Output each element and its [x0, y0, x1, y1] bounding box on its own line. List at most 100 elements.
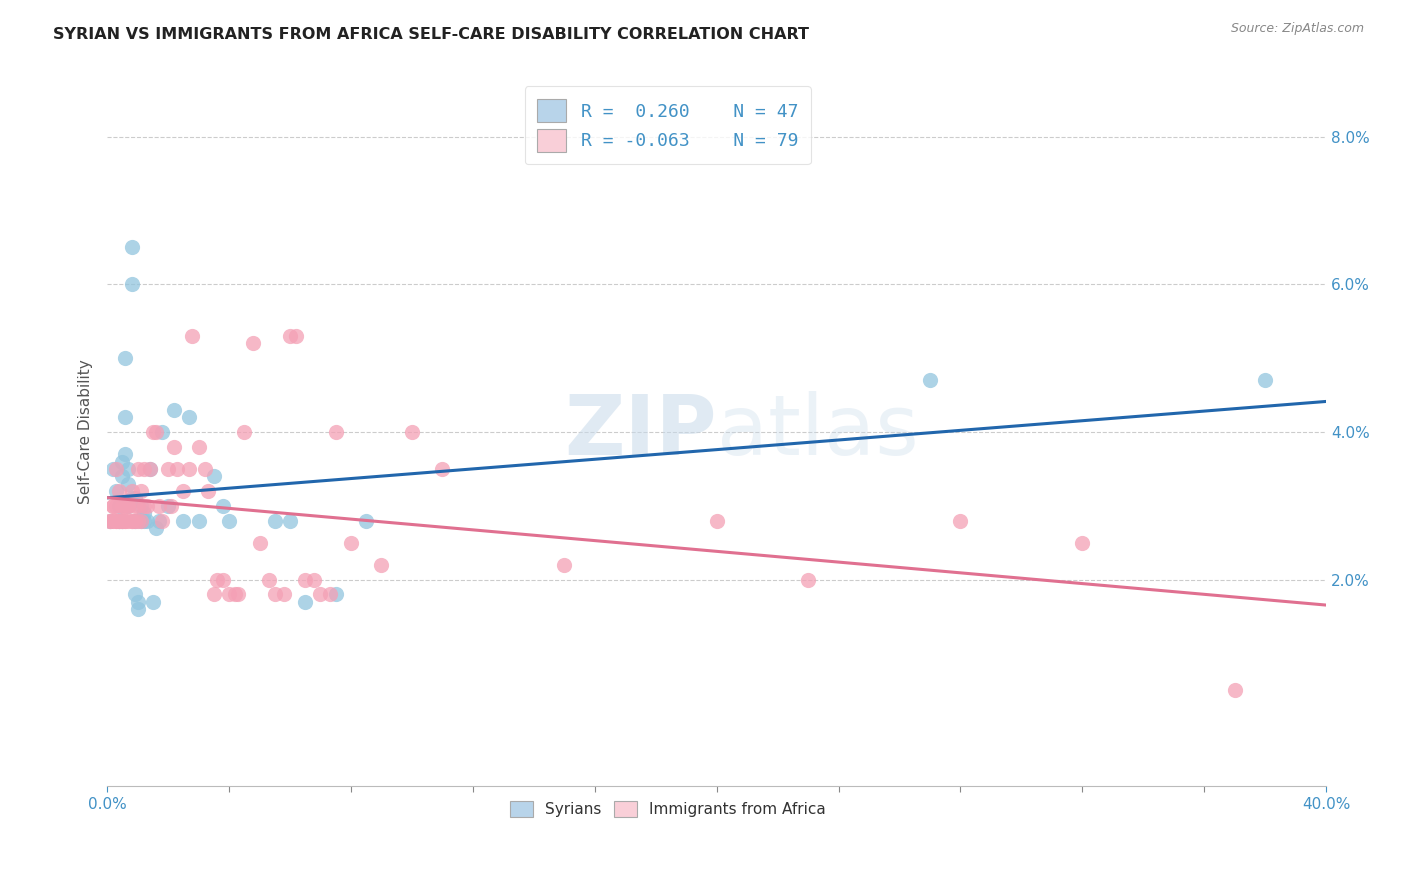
Point: [127, 514, 149, 528]
Point: [103, 499, 125, 513]
Point: [370, 558, 392, 572]
Point: [117, 462, 139, 476]
Y-axis label: Self-Care Disability: Self-Care Disability: [79, 359, 93, 504]
Point: [179, 410, 201, 425]
Point: [105, 483, 128, 498]
Text: Source: ZipAtlas.com: Source: ZipAtlas.com: [1230, 22, 1364, 36]
Point: [124, 514, 146, 528]
Point: [142, 595, 165, 609]
Point: [111, 469, 134, 483]
Text: atlas: atlas: [717, 392, 918, 473]
Point: [797, 573, 820, 587]
Point: [432, 462, 454, 476]
Point: [105, 462, 128, 476]
Point: [139, 462, 162, 476]
Point: [212, 499, 235, 513]
Point: [263, 514, 285, 528]
Point: [121, 514, 143, 528]
Point: [233, 425, 256, 439]
Point: [98, 514, 121, 528]
Point: [114, 514, 136, 528]
Point: [117, 499, 139, 513]
Point: [142, 425, 165, 439]
Point: [354, 514, 377, 528]
Point: [181, 329, 204, 343]
Point: [325, 587, 347, 601]
Point: [226, 587, 249, 601]
Point: [187, 440, 209, 454]
Point: [179, 462, 201, 476]
Point: [249, 535, 271, 549]
Point: [98, 514, 121, 528]
Point: [163, 440, 186, 454]
Point: [103, 514, 125, 528]
Point: [103, 499, 125, 513]
Point: [263, 587, 285, 601]
Point: [218, 587, 240, 601]
Point: [139, 462, 162, 476]
Point: [145, 425, 167, 439]
Point: [172, 514, 194, 528]
Point: [294, 595, 316, 609]
Point: [124, 587, 146, 601]
Point: [202, 469, 225, 483]
Point: [150, 514, 173, 528]
Point: [127, 462, 149, 476]
Point: [325, 425, 347, 439]
Point: [285, 329, 308, 343]
Point: [114, 447, 136, 461]
Point: [127, 499, 149, 513]
Point: [401, 425, 423, 439]
Point: [111, 514, 134, 528]
Point: [278, 329, 301, 343]
Point: [114, 514, 136, 528]
Point: [340, 535, 363, 549]
Point: [111, 499, 134, 513]
Point: [111, 514, 134, 528]
Point: [163, 402, 186, 417]
Point: [205, 573, 228, 587]
Point: [157, 462, 180, 476]
Point: [108, 514, 131, 528]
Point: [202, 587, 225, 601]
Point: [304, 573, 326, 587]
Point: [132, 506, 155, 520]
Point: [108, 483, 131, 498]
Point: [197, 483, 219, 498]
Point: [150, 425, 173, 439]
Point: [111, 514, 134, 528]
Point: [117, 499, 139, 513]
Point: [108, 499, 131, 513]
Point: [257, 573, 280, 587]
Point: [121, 491, 143, 506]
Point: [103, 462, 125, 476]
Point: [294, 573, 316, 587]
Point: [132, 462, 155, 476]
Text: SYRIAN VS IMMIGRANTS FROM AFRICA SELF-CARE DISABILITY CORRELATION CHART: SYRIAN VS IMMIGRANTS FROM AFRICA SELF-CA…: [53, 27, 810, 42]
Point: [117, 499, 139, 513]
Point: [160, 499, 183, 513]
Point: [111, 454, 134, 468]
Point: [105, 499, 128, 513]
Point: [135, 499, 157, 513]
Point: [706, 514, 728, 528]
Point: [172, 483, 194, 498]
Text: ZIP: ZIP: [564, 392, 717, 473]
Point: [121, 514, 143, 528]
Point: [108, 514, 131, 528]
Point: [124, 514, 146, 528]
Point: [121, 277, 143, 292]
Point: [127, 595, 149, 609]
Point: [117, 476, 139, 491]
Legend: Syrians, Immigrants from Africa: Syrians, Immigrants from Africa: [502, 794, 834, 825]
Point: [129, 483, 152, 498]
Point: [124, 491, 146, 506]
Point: [218, 514, 240, 528]
Point: [273, 587, 295, 601]
Point: [918, 373, 941, 387]
Point: [132, 514, 155, 528]
Point: [1223, 683, 1246, 698]
Point: [127, 602, 149, 616]
Point: [278, 514, 301, 528]
Point: [949, 514, 972, 528]
